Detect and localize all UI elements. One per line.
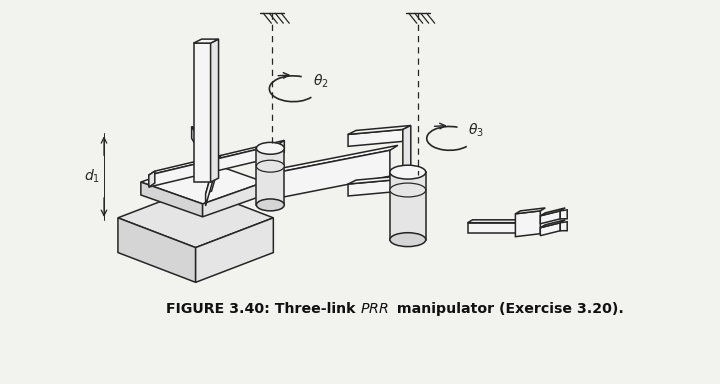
Ellipse shape: [256, 199, 284, 211]
Polygon shape: [516, 211, 540, 237]
Polygon shape: [196, 218, 274, 282]
Ellipse shape: [256, 160, 284, 172]
Text: manipulator (Exercise 3.20).: manipulator (Exercise 3.20).: [392, 302, 624, 316]
Polygon shape: [264, 150, 390, 201]
Polygon shape: [540, 211, 560, 224]
Polygon shape: [560, 222, 567, 231]
Text: $\theta_3$: $\theta_3$: [467, 122, 483, 139]
Polygon shape: [540, 223, 560, 236]
Polygon shape: [194, 43, 210, 182]
Polygon shape: [516, 208, 545, 214]
Polygon shape: [118, 188, 274, 248]
Polygon shape: [194, 39, 219, 43]
Ellipse shape: [390, 165, 426, 179]
Polygon shape: [215, 144, 279, 171]
Polygon shape: [141, 182, 202, 217]
Polygon shape: [256, 148, 284, 205]
Polygon shape: [540, 220, 565, 228]
Polygon shape: [560, 210, 567, 219]
Polygon shape: [206, 159, 215, 206]
Ellipse shape: [390, 233, 426, 247]
Polygon shape: [348, 179, 402, 196]
Polygon shape: [279, 141, 284, 156]
Polygon shape: [390, 172, 426, 240]
Polygon shape: [118, 218, 196, 282]
Polygon shape: [149, 159, 215, 187]
Polygon shape: [215, 141, 284, 159]
Polygon shape: [348, 175, 411, 184]
Polygon shape: [467, 220, 523, 223]
Text: FIGURE 3.40: Three-link: FIGURE 3.40: Three-link: [166, 302, 360, 316]
Polygon shape: [141, 160, 264, 204]
Text: $\theta_2$: $\theta_2$: [313, 72, 329, 89]
Text: $d_1$: $d_1$: [84, 168, 100, 185]
Polygon shape: [210, 39, 219, 182]
Ellipse shape: [256, 142, 284, 154]
Polygon shape: [149, 171, 155, 187]
Polygon shape: [149, 155, 222, 175]
Polygon shape: [192, 126, 210, 168]
Polygon shape: [348, 129, 402, 146]
Ellipse shape: [390, 183, 426, 197]
Polygon shape: [206, 156, 222, 194]
Polygon shape: [192, 126, 215, 159]
Polygon shape: [202, 182, 264, 217]
Polygon shape: [402, 126, 411, 191]
Polygon shape: [348, 126, 411, 134]
Polygon shape: [540, 208, 565, 216]
Polygon shape: [467, 223, 518, 233]
Text: $\it{PRR}$: $\it{PRR}$: [360, 302, 389, 316]
Polygon shape: [264, 145, 398, 175]
